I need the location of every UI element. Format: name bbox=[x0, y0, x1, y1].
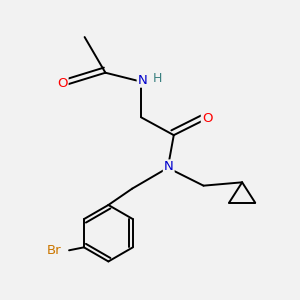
Text: N: N bbox=[164, 160, 174, 173]
Text: H: H bbox=[153, 72, 162, 85]
Text: O: O bbox=[202, 112, 212, 125]
Text: N: N bbox=[138, 74, 147, 87]
Text: O: O bbox=[57, 76, 68, 90]
Text: Br: Br bbox=[47, 244, 62, 257]
